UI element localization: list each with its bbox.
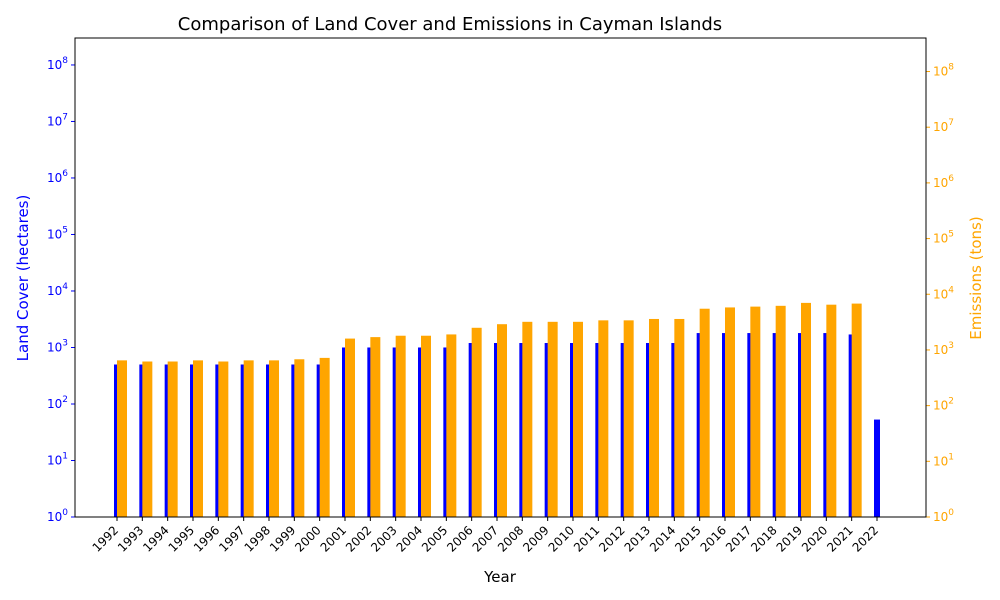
left-y-tick-label: 102 [47,395,68,411]
emissions-bar-2012 [623,320,634,517]
x-tick-label: 1998 [242,523,273,554]
emissions-bar-2005 [446,334,457,517]
right-y-tick-label: 100 [933,508,954,524]
emissions-bar-2020 [826,304,837,517]
emissions-bar-2010 [573,321,583,517]
x-tick-label: 1994 [140,523,171,554]
left-y-tick-label: 101 [47,451,68,467]
right-y-tick-label: 105 [933,230,954,246]
x-tick-label: 2007 [470,523,501,554]
emissions-bar-1996 [218,361,229,517]
emissions-bar-2019 [801,302,811,517]
right-y-tick-label: 104 [933,285,954,301]
emissions-bar-2009 [547,321,558,517]
emissions-bar-2014 [674,318,685,517]
emissions-bar-2016 [725,307,735,517]
x-ticks-group: 1992199319941995199619971998199920002001… [90,517,881,555]
emissions-bar-2007 [497,324,507,517]
bars-group [114,302,880,517]
x-tick-label: 2020 [799,523,830,554]
emissions-bar-1997 [243,360,254,517]
left-y-tick-label: 106 [47,169,68,185]
emissions-bar-2006 [471,327,482,517]
emissions-bar-1995 [193,360,203,517]
emissions-bar-2002 [370,337,381,517]
left-y-tick-label: 107 [47,112,68,128]
x-tick-label: 2000 [292,523,323,554]
x-tick-label: 2019 [774,523,805,554]
chart-title: Comparison of Land Cover and Emissions i… [178,14,722,35]
emissions-bar-2021 [851,303,862,517]
right-y-tick-label: 103 [933,341,954,357]
left-y-tick-label: 104 [47,282,68,298]
left-y-tick-label: 103 [47,338,68,354]
left-y-axis-label: Land Cover (hectares) [14,195,32,362]
emissions-bar-1994 [167,361,178,517]
x-tick-label: 2016 [698,523,729,554]
x-tick-label: 2009 [520,523,551,554]
x-tick-label: 2021 [824,523,855,554]
x-tick-label: 1996 [191,523,222,554]
x-tick-label: 1993 [115,523,146,554]
emissions-bar-2008 [522,321,533,517]
right-y-tick-label: 107 [933,118,954,134]
x-tick-label: 2012 [596,523,627,554]
emissions-bar-1992 [117,360,127,517]
x-tick-label: 2013 [622,523,653,554]
x-axis-label: Year [483,568,517,586]
left-y-tick-label: 105 [47,225,68,241]
x-tick-label: 1999 [267,523,298,554]
emissions-bar-1999 [294,359,305,517]
emissions-bar-2004 [421,335,431,517]
emissions-bar-2015 [699,308,710,517]
emissions-bar-2011 [598,320,609,517]
left-y-ticks-group: 100 101 102 103 104 105 106 107 108 [47,56,75,524]
x-tick-label: 2014 [647,523,678,554]
emissions-bar-2001 [345,338,355,517]
x-tick-label: 2017 [723,523,754,554]
emissions-bar-1998 [269,360,279,517]
x-tick-label: 2002 [343,523,374,554]
x-tick-label: 2010 [546,523,577,554]
x-tick-label: 2022 [850,523,881,554]
x-tick-label: 1992 [90,523,121,554]
x-tick-label: 2001 [318,523,349,554]
emissions-bar-1993 [142,361,153,517]
x-tick-label: 2011 [571,523,602,554]
x-tick-label: 1995 [166,523,197,554]
emissions-bar-2013 [649,318,659,517]
right-y-tick-label: 102 [933,397,954,413]
x-tick-label: 2004 [394,523,425,554]
right-y-ticks-group: 100 101 102 103 104 105 106 107 108 [926,63,954,524]
left-y-tick-label: 108 [47,56,68,72]
x-tick-label: 2015 [672,523,703,554]
x-tick-label: 1997 [216,523,247,554]
emissions-bar-2000 [319,357,330,517]
left-y-tick-label: 100 [47,508,68,524]
x-tick-label: 2006 [444,523,475,554]
x-tick-label: 2008 [495,523,526,554]
x-tick-label: 2005 [419,523,450,554]
emissions-bar-2018 [775,305,786,517]
emissions-bar-2003 [395,335,406,517]
land-cover-bar-2022 [874,419,880,517]
x-tick-label: 2018 [748,523,779,554]
right-y-tick-label: 108 [933,63,954,79]
emissions-bar-2017 [750,306,761,517]
x-tick-label: 2003 [368,523,399,554]
right-y-tick-label: 101 [933,452,954,468]
right-y-tick-label: 106 [933,174,954,190]
plot-frame [74,37,927,518]
right-y-axis-label: Emissions (tons) [967,216,985,339]
